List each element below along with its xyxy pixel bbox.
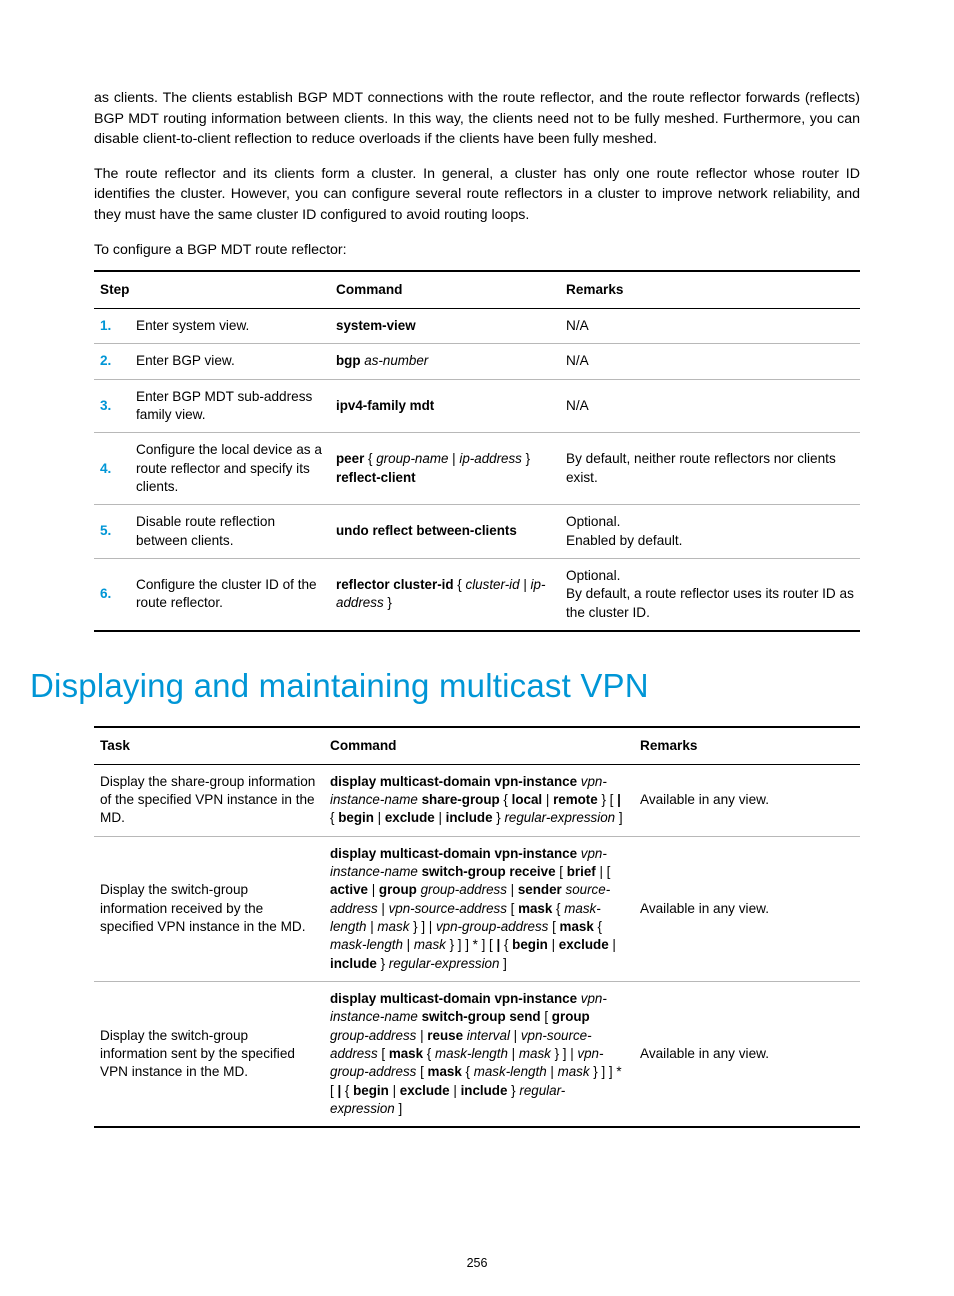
col-command: Command xyxy=(330,271,560,308)
remarks-cell: N/A xyxy=(560,379,860,433)
table-row: 4.Configure the local device as a route … xyxy=(94,433,860,505)
remarks-cell: N/A xyxy=(560,308,860,343)
table-row: 5.Disable route reflection between clien… xyxy=(94,505,860,559)
command-cell: display multicast-domain vpn-instance vp… xyxy=(324,836,634,981)
command-cell: undo reflect between-clients xyxy=(330,505,560,559)
table-tasks: Task Command Remarks Display the share-g… xyxy=(94,726,860,1129)
remarks-cell: Optional.By default, a route reflector u… xyxy=(560,558,860,631)
page-number: 256 xyxy=(0,1254,954,1272)
command-cell: display multicast-domain vpn-instance vp… xyxy=(324,981,634,1127)
step-number: 2. xyxy=(94,344,130,379)
command-cell: display multicast-domain vpn-instance vp… xyxy=(324,764,634,836)
col-step: Step xyxy=(94,271,330,308)
step-number: 6. xyxy=(94,558,130,631)
step-number: 5. xyxy=(94,505,130,559)
remarks-cell: Available in any view. xyxy=(634,764,860,836)
remarks-cell: Optional.Enabled by default. xyxy=(560,505,860,559)
step-text: Enter system view. xyxy=(130,308,330,343)
task-cell: Display the switch-group information sen… xyxy=(94,981,324,1127)
remarks-cell: N/A xyxy=(560,344,860,379)
step-text: Configure the local device as a route re… xyxy=(130,433,330,505)
step-number: 3. xyxy=(94,379,130,433)
step-text: Enter BGP view. xyxy=(130,344,330,379)
command-cell: reflector cluster-id { cluster-id | ip-a… xyxy=(330,558,560,631)
section-heading: Displaying and maintaining multicast VPN xyxy=(30,662,860,710)
table-row: 2.Enter BGP view.bgp as-numberN/A xyxy=(94,344,860,379)
command-cell: bgp as-number xyxy=(330,344,560,379)
table-steps: Step Command Remarks 1.Enter system view… xyxy=(94,270,860,632)
command-cell: peer { group-name | ip-address } reflect… xyxy=(330,433,560,505)
table-row: 3.Enter BGP MDT sub-address family view.… xyxy=(94,379,860,433)
col-remarks: Remarks xyxy=(634,727,860,764)
remarks-cell: Available in any view. xyxy=(634,836,860,981)
step-text: Enter BGP MDT sub-address family view. xyxy=(130,379,330,433)
table-row: Display the switch-group information rec… xyxy=(94,836,860,981)
command-cell: system-view xyxy=(330,308,560,343)
command-cell: ipv4-family mdt xyxy=(330,379,560,433)
step-text: Disable route reflection between clients… xyxy=(130,505,330,559)
table-header-row: Task Command Remarks xyxy=(94,727,860,764)
step-number: 4. xyxy=(94,433,130,505)
table-header-row: Step Command Remarks xyxy=(94,271,860,308)
paragraph-3: To configure a BGP MDT route reflector: xyxy=(94,240,860,261)
table-row: 1.Enter system view.system-viewN/A xyxy=(94,308,860,343)
paragraph-2: The route reflector and its clients form… xyxy=(94,164,860,226)
table-row: Display the switch-group information sen… xyxy=(94,981,860,1127)
step-number: 1. xyxy=(94,308,130,343)
col-remarks: Remarks xyxy=(560,271,860,308)
table-row: Display the share-group information of t… xyxy=(94,764,860,836)
remarks-cell: By default, neither route reflectors nor… xyxy=(560,433,860,505)
remarks-cell: Available in any view. xyxy=(634,981,860,1127)
col-command: Command xyxy=(324,727,634,764)
page-root: as clients. The clients establish BGP MD… xyxy=(0,0,954,1296)
paragraph-1: as clients. The clients establish BGP MD… xyxy=(94,88,860,150)
table-row: 6.Configure the cluster ID of the route … xyxy=(94,558,860,631)
task-cell: Display the switch-group information rec… xyxy=(94,836,324,981)
task-cell: Display the share-group information of t… xyxy=(94,764,324,836)
col-task: Task xyxy=(94,727,324,764)
step-text: Configure the cluster ID of the route re… xyxy=(130,558,330,631)
